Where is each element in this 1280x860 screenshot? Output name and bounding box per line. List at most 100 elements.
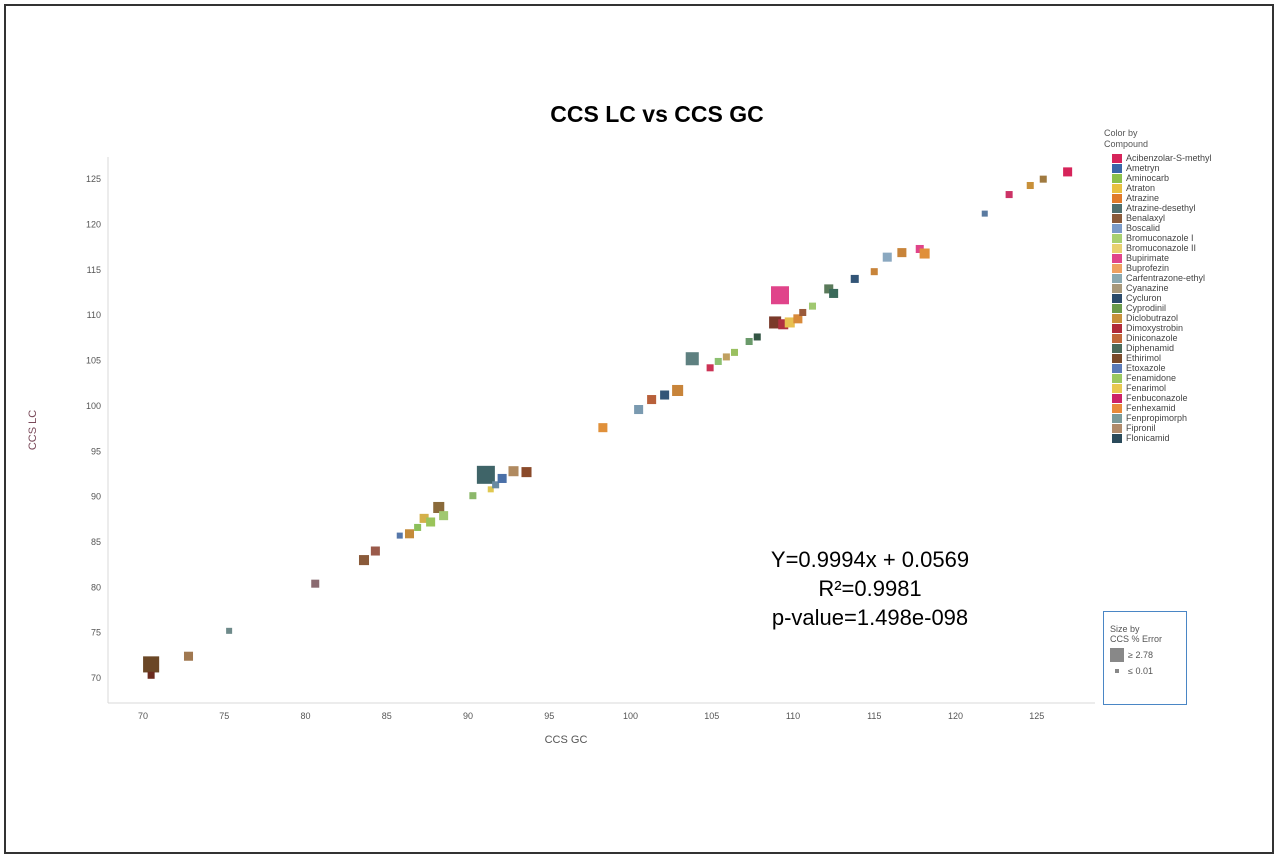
data-point: [521, 467, 532, 478]
legend-item: Atrazine: [1104, 193, 1278, 203]
legend-swatch: [1112, 173, 1122, 183]
data-point: [745, 337, 753, 346]
size-legend-min-label: ≤ 0.01: [1128, 666, 1153, 676]
data-point: [981, 210, 988, 217]
legend-swatch: [1112, 253, 1122, 263]
y-tick-label: 70: [91, 673, 101, 683]
data-point: [439, 511, 449, 521]
legend-swatch: [1112, 283, 1122, 293]
legend-label: Cyanazine: [1126, 283, 1169, 293]
y-tick-label: 105: [86, 356, 101, 366]
legend-swatch: [1112, 273, 1122, 283]
data-point: [672, 384, 684, 397]
legend-item: Carfentrazone-ethyl: [1104, 273, 1278, 283]
legend-swatch: [1112, 353, 1122, 363]
data-point: [829, 288, 839, 298]
data-point: [882, 252, 892, 262]
data-point: [1005, 191, 1013, 199]
data-point: [714, 357, 722, 365]
color-legend-title: Color by Compound: [1104, 128, 1278, 150]
x-tick-label: 110: [786, 711, 800, 721]
data-point: [469, 492, 477, 500]
legend-item: Acibenzolar-S-methyl: [1104, 153, 1278, 163]
legend-swatch: [1112, 233, 1122, 243]
x-axis-label: CCS GC: [545, 734, 588, 746]
data-point: [722, 353, 730, 361]
data-point: [311, 579, 320, 588]
y-tick-label: 115: [87, 265, 101, 275]
legend-label: Fenamidone: [1126, 373, 1177, 383]
legend-item: Boscalid: [1104, 223, 1278, 233]
legend-item: Fenamidone: [1104, 373, 1278, 383]
legend-label: Diphenamid: [1126, 343, 1175, 353]
legend-swatch: [1112, 433, 1122, 443]
legend-item: Bromuconazole II: [1104, 243, 1278, 253]
legend-item: Diphenamid: [1104, 343, 1278, 353]
legend-item: Aminocarb: [1104, 173, 1278, 183]
legend-swatch: [1112, 243, 1122, 253]
legend-items: Acibenzolar-S-methyl Ametryn Aminocarb Atra…: [1104, 153, 1278, 443]
legend-swatch: [1112, 263, 1122, 273]
legend-swatch: [1112, 393, 1122, 403]
y-tick-label: 125: [86, 174, 101, 184]
legend-swatch: [1112, 153, 1122, 163]
legend-item: Fenbuconazole: [1104, 393, 1278, 403]
color-legend-title-line1: Color by: [1104, 128, 1138, 138]
legend-item: Ethirimol: [1104, 353, 1278, 363]
data-point: [753, 333, 761, 341]
x-tick-label: 90: [463, 711, 473, 721]
legend-item: Benalaxyl: [1104, 213, 1278, 223]
x-tick-label: 95: [544, 711, 554, 721]
data-point: [358, 555, 370, 566]
legend-swatch: [1112, 213, 1122, 223]
data-point: [183, 651, 194, 661]
data-point: [598, 423, 608, 433]
size-legend-max-label: ≥ 2.78: [1128, 650, 1153, 660]
legend-swatch: [1112, 383, 1122, 393]
x-tick-label: 75: [219, 711, 229, 721]
y-tick-label: 80: [91, 582, 101, 592]
legend-item: Ametryn: [1104, 163, 1278, 173]
y-tick-label: 95: [91, 446, 101, 456]
legend-label: Atrazine-desethyl: [1126, 203, 1196, 213]
legend-label: Bupirimate: [1126, 253, 1170, 263]
chart-title: CCS LC vs CCS GC: [550, 101, 763, 127]
legend-label: Aminocarb: [1126, 173, 1170, 183]
data-point: [370, 546, 380, 556]
data-point: [226, 627, 233, 634]
legend-label: Carfentrazone-ethyl: [1126, 273, 1206, 283]
legend-label: Boscalid: [1126, 223, 1161, 233]
data-point: [897, 248, 907, 258]
legend-swatch: [1112, 403, 1122, 413]
data-point: [647, 395, 657, 405]
data-point: [919, 248, 930, 259]
legend-label: Bromuconazole I: [1126, 233, 1194, 243]
y-tick-label: 75: [91, 628, 101, 638]
data-point: [799, 308, 807, 316]
legend-label: Cycluron: [1126, 293, 1162, 303]
regression-stats: Y=0.9994x + 0.0569 R²=0.9981 p-value=1.4…: [720, 545, 1020, 632]
legend-item: Fenhexamid: [1104, 403, 1278, 413]
x-tick-label: 85: [382, 711, 392, 721]
legend-item: Diniconazole: [1104, 333, 1278, 343]
legend-item: Fenarimol: [1104, 383, 1278, 393]
data-point: [793, 314, 803, 324]
legend-label: Fipronil: [1126, 423, 1156, 433]
data-point: [1026, 181, 1034, 190]
legend-swatch: [1112, 293, 1122, 303]
data-point: [419, 513, 429, 523]
data-point: [634, 405, 644, 415]
legend-label: Fenpropimorph: [1126, 413, 1188, 423]
legend-label: Fenarimol: [1126, 383, 1167, 393]
legend-swatch: [1112, 223, 1122, 233]
legend-swatch: [1112, 333, 1122, 343]
legend-label: Fenbuconazole: [1126, 393, 1188, 403]
legend-label: Acibenzolar-S-methyl: [1126, 153, 1212, 163]
legend-label: Buprofezin: [1126, 263, 1170, 273]
data-point: [730, 348, 739, 356]
legend-swatch: [1112, 363, 1122, 373]
size-legend-max-square: [1110, 648, 1124, 662]
x-tick-label: 125: [1029, 711, 1044, 721]
color-legend-title-line2: Compound: [1104, 139, 1149, 149]
legend-label: Benalaxyl: [1126, 213, 1166, 223]
